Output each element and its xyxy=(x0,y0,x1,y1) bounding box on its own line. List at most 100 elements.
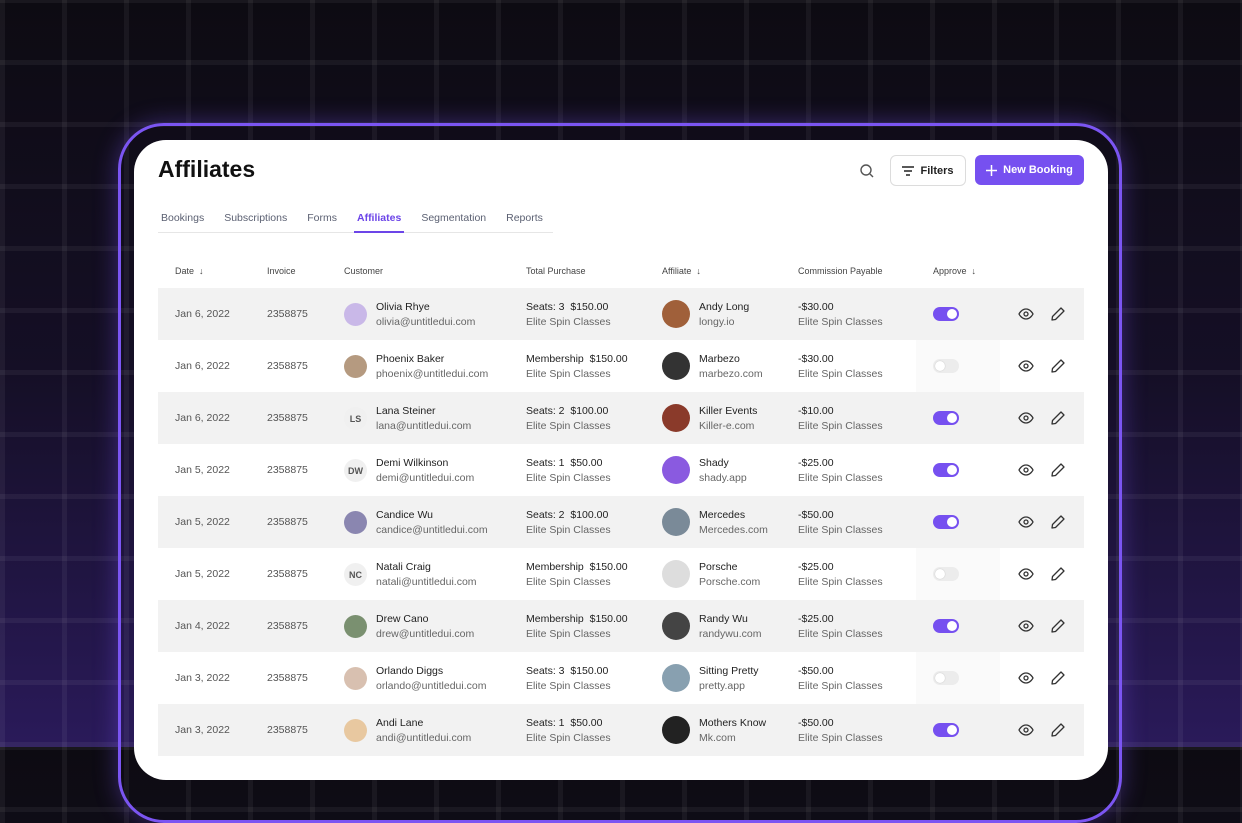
customer-avatar xyxy=(344,511,367,534)
commission-sub: Elite Spin Classes xyxy=(798,368,883,380)
eye-icon[interactable] xyxy=(1018,670,1034,686)
customer-avatar xyxy=(344,355,367,378)
filter-icon xyxy=(902,165,915,176)
invoice: 2358875 xyxy=(267,360,308,372)
customer-email: drew@untitledui.com xyxy=(376,628,475,640)
affiliate-avatar xyxy=(662,352,690,380)
commission: -$50.00 xyxy=(798,665,834,677)
affiliate-site: randywu.com xyxy=(699,628,762,640)
customer-name: Candice Wu xyxy=(376,509,434,521)
purchase: Seats: 2 $100.00 xyxy=(526,405,609,417)
approve-toggle[interactable] xyxy=(933,515,959,529)
eye-icon[interactable] xyxy=(1018,358,1034,374)
date: Jan 3, 2022 xyxy=(175,724,230,736)
tab-subscriptions[interactable]: Subscriptions xyxy=(224,212,288,224)
approve-toggle[interactable] xyxy=(933,723,959,737)
col-affiliate[interactable]: Affiliate ↓ xyxy=(662,266,701,276)
invoice: 2358875 xyxy=(267,464,308,476)
col-date[interactable]: Date ↓ xyxy=(175,266,204,276)
purchase: Seats: 3 $150.00 xyxy=(526,665,609,677)
tab-reports[interactable]: Reports xyxy=(506,212,543,224)
customer-name: Olivia Rhye xyxy=(376,301,430,313)
commission: -$10.00 xyxy=(798,405,834,417)
col-customer: Customer xyxy=(344,266,384,276)
eye-icon[interactable] xyxy=(1018,566,1034,582)
affiliate-name: Killer Events xyxy=(699,405,758,417)
purchase: Membership $150.00 xyxy=(526,613,628,625)
table-row: Jan 5, 2022 2358875 DW Demi Wilkinson de… xyxy=(158,444,1084,496)
affiliate-avatar xyxy=(662,456,690,484)
eye-icon[interactable] xyxy=(1018,722,1034,738)
date: Jan 6, 2022 xyxy=(175,360,230,372)
tab-affiliates[interactable]: Affiliates xyxy=(353,210,405,233)
approve-toggle[interactable] xyxy=(933,463,959,477)
affiliate-avatar xyxy=(662,300,690,328)
customer-name: Lana Steiner xyxy=(376,405,436,417)
purchase: Seats: 1 $50.00 xyxy=(526,717,603,729)
purchase-sub: Elite Spin Classes xyxy=(526,628,611,640)
customer-avatar: DW xyxy=(344,459,367,482)
filters-label: Filters xyxy=(920,164,954,177)
tab-bookings[interactable]: Bookings xyxy=(161,212,205,224)
customer-name: Drew Cano xyxy=(376,613,429,625)
pencil-icon[interactable] xyxy=(1050,722,1066,738)
search-icon[interactable] xyxy=(859,163,875,179)
approve-toggle[interactable] xyxy=(933,567,959,581)
affiliate-name: Marbezo xyxy=(699,353,740,365)
eye-icon[interactable] xyxy=(1018,618,1034,634)
tab-bar: Bookings Subscriptions Forms Affiliates Segm… xyxy=(158,210,553,233)
customer-email: lana@untitledui.com xyxy=(376,420,472,432)
approve-toggle[interactable] xyxy=(933,411,959,425)
pencil-icon[interactable] xyxy=(1050,410,1066,426)
approve-toggle[interactable] xyxy=(933,619,959,633)
purchase-sub: Elite Spin Classes xyxy=(526,472,611,484)
approve-toggle[interactable] xyxy=(933,307,959,321)
purchase-sub: Elite Spin Classes xyxy=(526,732,611,744)
affiliate-site: longy.io xyxy=(699,316,735,328)
affiliate-site: marbezo.com xyxy=(699,368,763,380)
customer-name: Phoenix Baker xyxy=(376,353,445,365)
approve-toggle[interactable] xyxy=(933,671,959,685)
commission: -$50.00 xyxy=(798,717,834,729)
purchase: Seats: 1 $50.00 xyxy=(526,457,603,469)
purchase: Seats: 3 $150.00 xyxy=(526,301,609,313)
tab-forms[interactable]: Forms xyxy=(307,212,337,224)
customer-avatar: NC xyxy=(344,563,367,586)
table-row: Jan 6, 2022 2358875 Olivia Rhye olivia@u… xyxy=(158,288,1084,340)
purchase: Membership $150.00 xyxy=(526,561,628,573)
affiliate-site: Killer-e.com xyxy=(699,420,755,432)
filters-button[interactable]: Filters xyxy=(890,155,966,186)
invoice: 2358875 xyxy=(267,412,308,424)
commission: -$25.00 xyxy=(798,561,834,573)
eye-icon[interactable] xyxy=(1018,462,1034,478)
commission: -$30.00 xyxy=(798,301,834,313)
pencil-icon[interactable] xyxy=(1050,514,1066,530)
customer-email: orlando@untitledui.com xyxy=(376,680,487,692)
eye-icon[interactable] xyxy=(1018,514,1034,530)
affiliate-site: Mk.com xyxy=(699,732,736,744)
avatar-initials: LS xyxy=(349,413,362,424)
pencil-icon[interactable] xyxy=(1050,618,1066,634)
approve-toggle[interactable] xyxy=(933,359,959,373)
affiliates-panel: Affiliates Filters New Booking Bookings S… xyxy=(134,140,1108,780)
table-row: Jan 5, 2022 2358875 Candice Wu candice@u… xyxy=(158,496,1084,548)
new-booking-button[interactable]: New Booking xyxy=(975,155,1084,185)
date: Jan 4, 2022 xyxy=(175,620,230,632)
tab-segmentation[interactable]: Segmentation xyxy=(421,212,487,224)
pencil-icon[interactable] xyxy=(1050,306,1066,322)
affiliate-site: pretty.app xyxy=(699,680,745,692)
commission: -$25.00 xyxy=(798,457,834,469)
eye-icon[interactable] xyxy=(1018,306,1034,322)
avatar-initials: NC xyxy=(349,569,362,580)
affiliate-avatar xyxy=(662,404,690,432)
commission-sub: Elite Spin Classes xyxy=(798,524,883,536)
pencil-icon[interactable] xyxy=(1050,358,1066,374)
col-approve[interactable]: Approve ↓ xyxy=(933,266,977,276)
affiliate-avatar xyxy=(662,560,690,588)
pencil-icon[interactable] xyxy=(1050,670,1066,686)
pencil-icon[interactable] xyxy=(1050,566,1066,582)
affiliate-name: Porsche xyxy=(699,561,738,573)
commission: -$50.00 xyxy=(798,509,834,521)
eye-icon[interactable] xyxy=(1018,410,1034,426)
pencil-icon[interactable] xyxy=(1050,462,1066,478)
